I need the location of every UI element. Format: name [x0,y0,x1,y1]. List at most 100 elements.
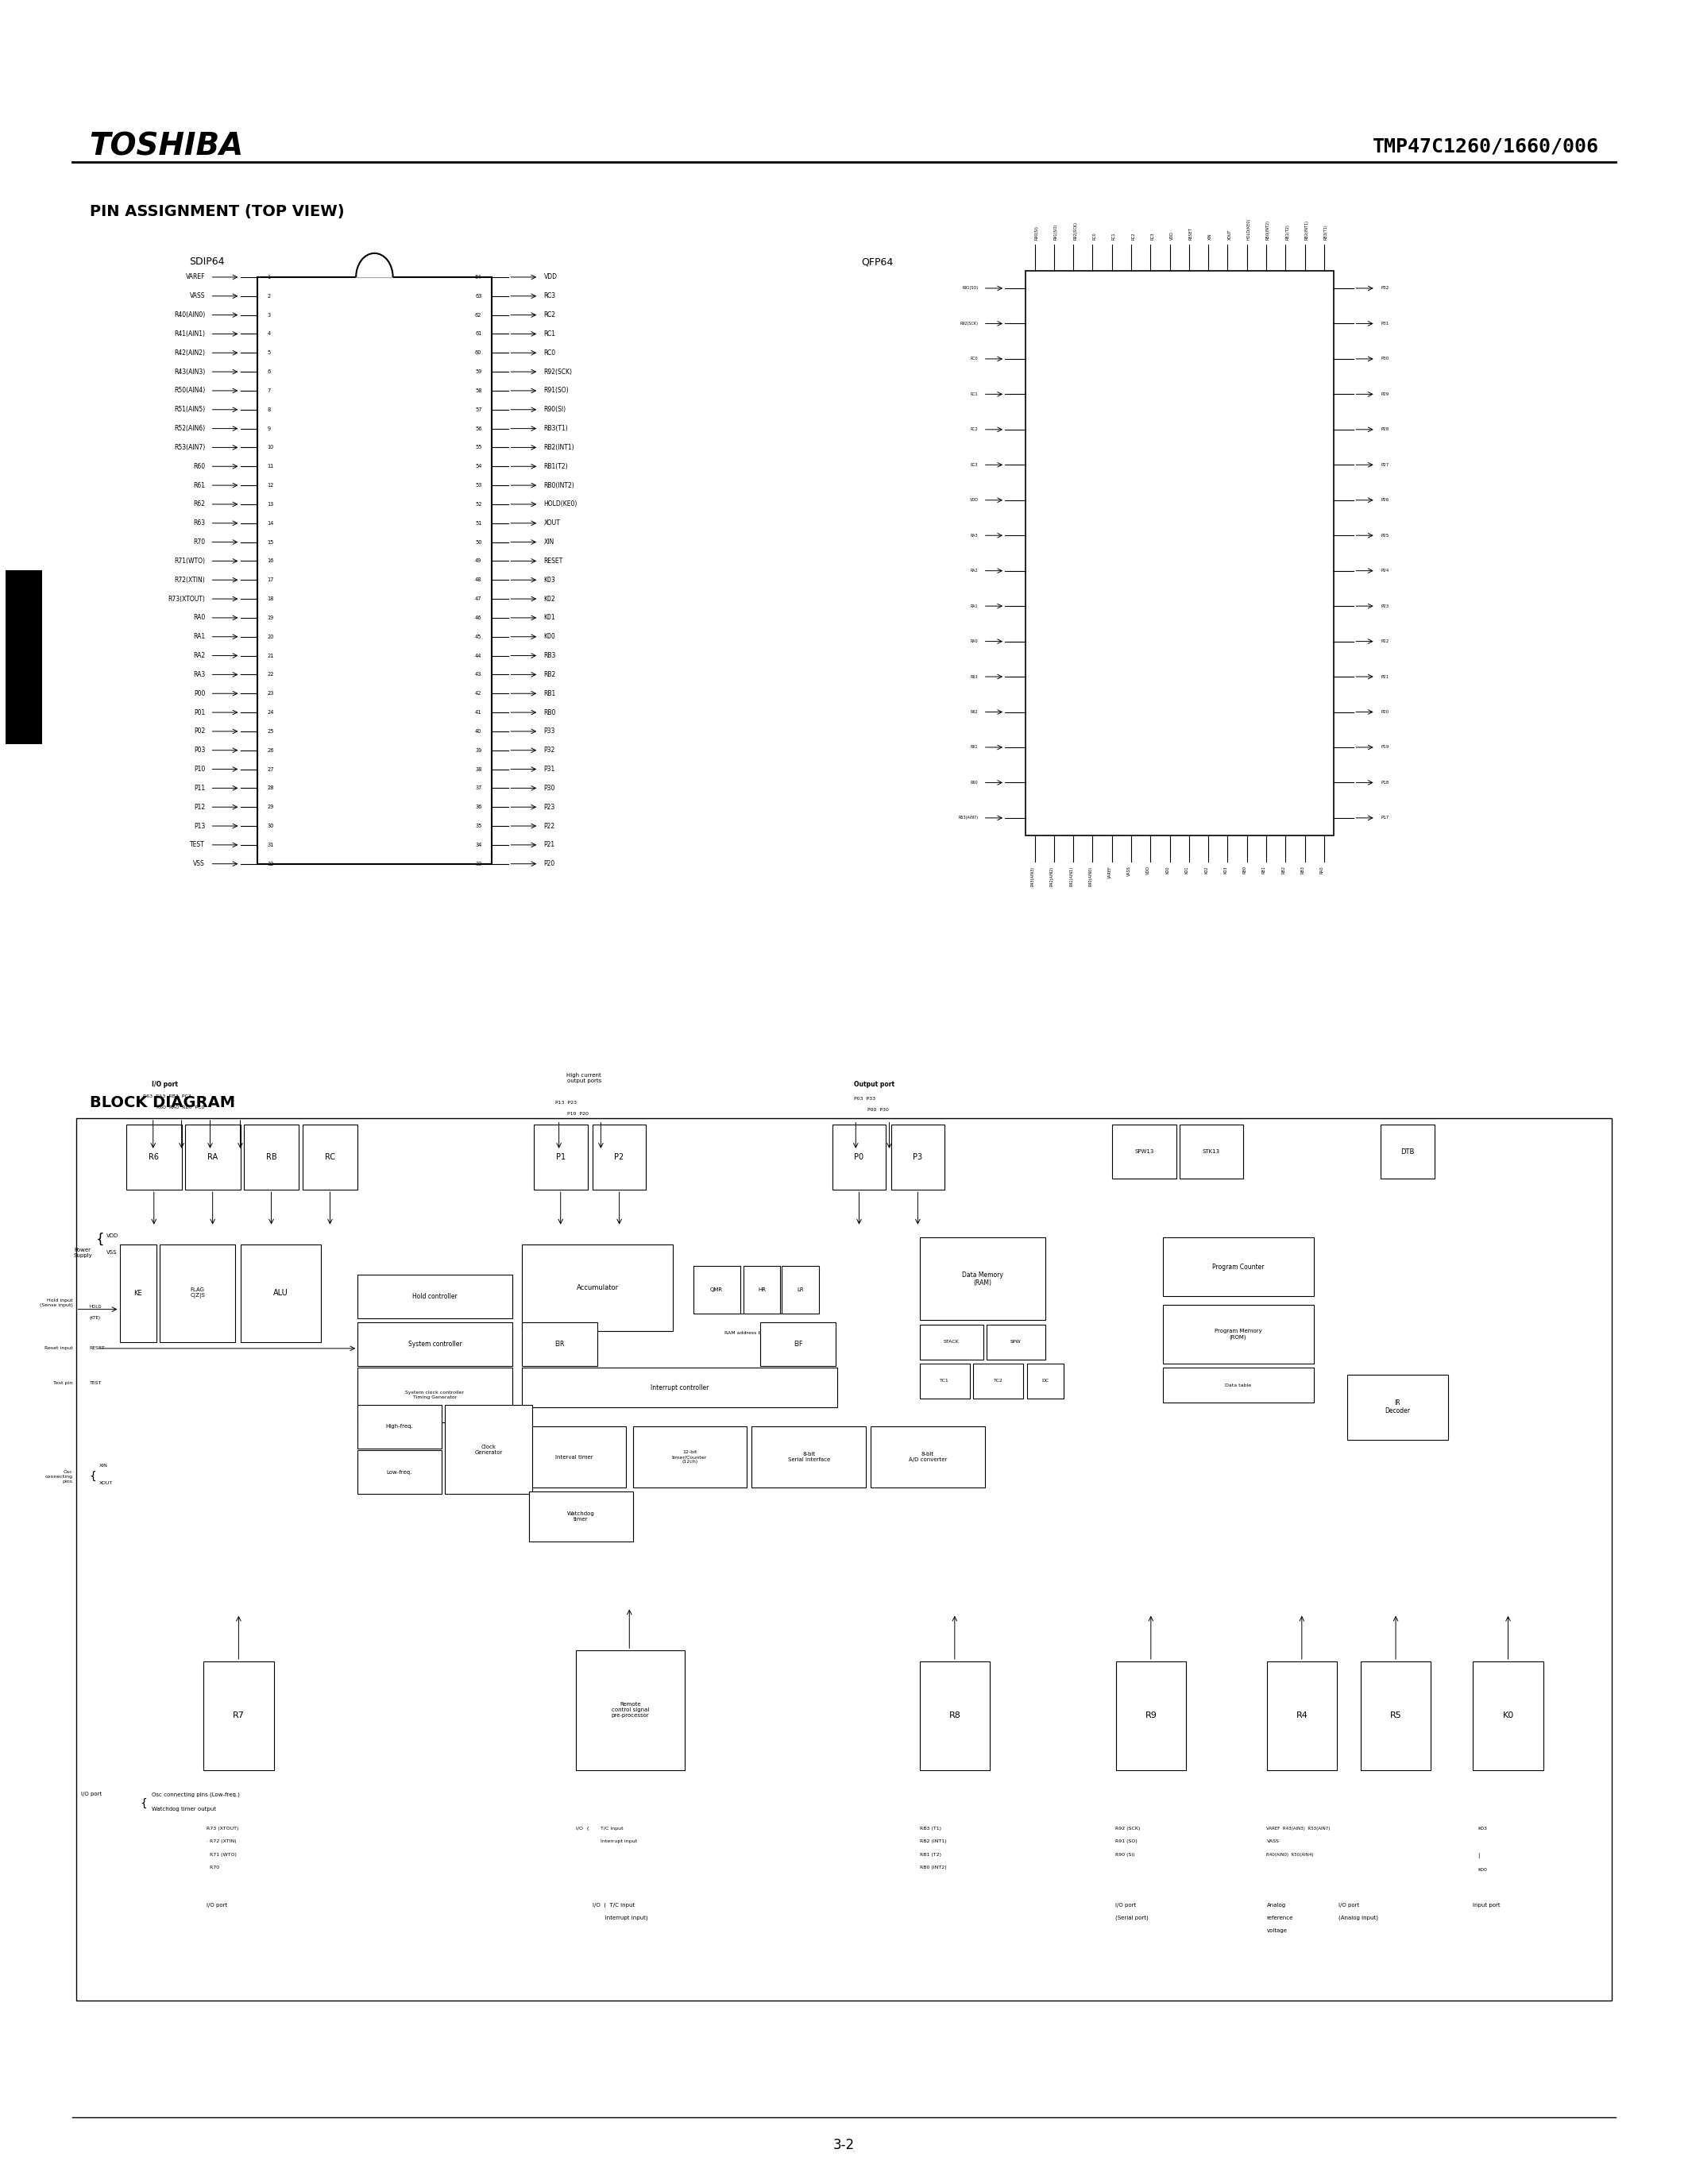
Text: Input port: Input port [1474,1902,1501,1907]
Text: Data Memory
(RAM): Data Memory (RAM) [962,1271,1003,1286]
Text: R53(AIN7): R53(AIN7) [959,817,977,819]
Text: IR
Decoder: IR Decoder [1384,1400,1409,1415]
Text: 14: 14 [267,520,273,526]
Text: K02: K02 [544,596,555,603]
Text: P00  P30: P00 P30 [868,1107,890,1112]
Text: 23: 23 [267,690,273,697]
Text: BLOCK DIAGRAM: BLOCK DIAGRAM [89,1096,235,1109]
Bar [522,1245,674,1330]
Text: Hold controller: Hold controller [412,1293,457,1299]
Bar [358,1404,442,1448]
Text: R60: R60 [192,463,204,470]
Bar [832,1125,886,1190]
Text: STACK: STACK [944,1341,959,1343]
Text: SPW13: SPW13 [1134,1149,1155,1153]
Text: Data table: Data table [1225,1382,1251,1387]
Text: P2: P2 [614,1153,625,1162]
Text: P02: P02 [194,727,204,736]
Text: RB1: RB1 [544,690,555,697]
Text: R90 (SI): R90 (SI) [1116,1852,1136,1856]
Bar [1163,1367,1313,1402]
Text: R92(SCK): R92(SCK) [544,369,572,376]
Text: 62: 62 [474,312,481,317]
Text: Clock
Generator: Clock Generator [474,1444,503,1455]
Text: 24: 24 [267,710,273,714]
Text: R7: R7 [233,1712,245,1719]
Text: P31: P31 [1381,321,1389,325]
Text: 25: 25 [267,729,273,734]
Text: P21: P21 [544,841,555,850]
Text: Analog: Analog [1266,1902,1286,1907]
Text: ALU: ALU [273,1289,289,1297]
Text: R40(AIN0): R40(AIN0) [1089,867,1092,887]
Text: R90(SI): R90(SI) [544,406,565,413]
Text: 9: 9 [267,426,270,430]
Text: 45: 45 [474,633,481,640]
Text: Hold input
(Sense input): Hold input (Sense input) [39,1299,73,1306]
Text: voltage: voltage [1266,1928,1288,1933]
Bar [533,1125,587,1190]
Text: VDD: VDD [1170,232,1173,240]
Text: 56: 56 [474,426,481,430]
Text: VDD: VDD [1146,867,1151,874]
Text: RA2: RA2 [192,653,204,660]
Text: RC0: RC0 [971,356,977,360]
Bar [120,1245,157,1341]
Text: R42(AIN2): R42(AIN2) [1050,867,1053,887]
Text: P03  P33: P03 P33 [854,1096,876,1101]
Bar [160,1245,235,1341]
Text: RB3: RB3 [544,653,555,660]
Text: 57: 57 [474,406,481,413]
Text: P18: P18 [1381,780,1389,784]
Text: 59: 59 [474,369,481,373]
Bar [528,1492,633,1542]
Text: R62: R62 [192,500,204,509]
Text: RA0: RA0 [1320,867,1323,874]
Text: I/O port: I/O port [1339,1902,1359,1907]
Text: RB3(T1): RB3(T1) [1323,225,1328,240]
Text: 15: 15 [267,539,273,544]
Bar [782,1267,819,1313]
Text: 27: 27 [267,767,273,771]
Text: P23: P23 [544,804,555,810]
Text: 41: 41 [474,710,481,714]
Bar [5,570,42,745]
Text: High-freq.: High-freq. [387,1424,414,1428]
Text: R61: R61 [971,745,977,749]
Text: 11: 11 [267,463,273,470]
Text: P20: P20 [544,860,555,867]
Bar [920,1324,982,1358]
Text: R63  RA3  RB3  PC3: R63 RA3 RB3 PC3 [143,1094,191,1099]
Text: R60  RA0  RB0  PC0: R60 RA0 RB0 PC0 [157,1105,204,1109]
Text: 55: 55 [474,446,481,450]
Text: VASS: VASS [1128,867,1131,876]
Bar [358,1367,511,1422]
Bar [986,1324,1045,1358]
Text: VAREF  R43(AIN3)  R53(AIN7): VAREF R43(AIN3) R53(AIN7) [1266,1826,1330,1830]
Text: K03: K03 [1224,867,1227,874]
Bar [1026,1363,1063,1398]
Text: 22: 22 [267,673,273,677]
Text: RA2: RA2 [971,568,977,572]
Text: XOUT: XOUT [1227,229,1232,240]
Text: RC1: RC1 [544,330,555,339]
Text: Watchdog
timer: Watchdog timer [567,1511,594,1522]
Text: P10: P10 [194,767,204,773]
Text: RESET: RESET [1188,227,1193,240]
Text: 50: 50 [474,539,481,544]
Text: P12: P12 [194,804,204,810]
Text: VDD: VDD [544,273,557,282]
Bar [522,1426,626,1487]
Text: P32: P32 [1381,286,1389,290]
Text: Interrupt input): Interrupt input) [592,1915,648,1920]
Bar [240,1245,321,1341]
Text: 34: 34 [474,843,481,847]
Text: HR: HR [758,1286,766,1293]
Text: 30: 30 [267,823,273,828]
Text: RA3: RA3 [971,533,977,537]
Bar [358,1450,442,1494]
Text: K00: K00 [544,633,555,640]
Text: 49: 49 [474,559,481,563]
Text: 52: 52 [474,502,481,507]
Text: Program Counter: Program Counter [1212,1262,1264,1271]
